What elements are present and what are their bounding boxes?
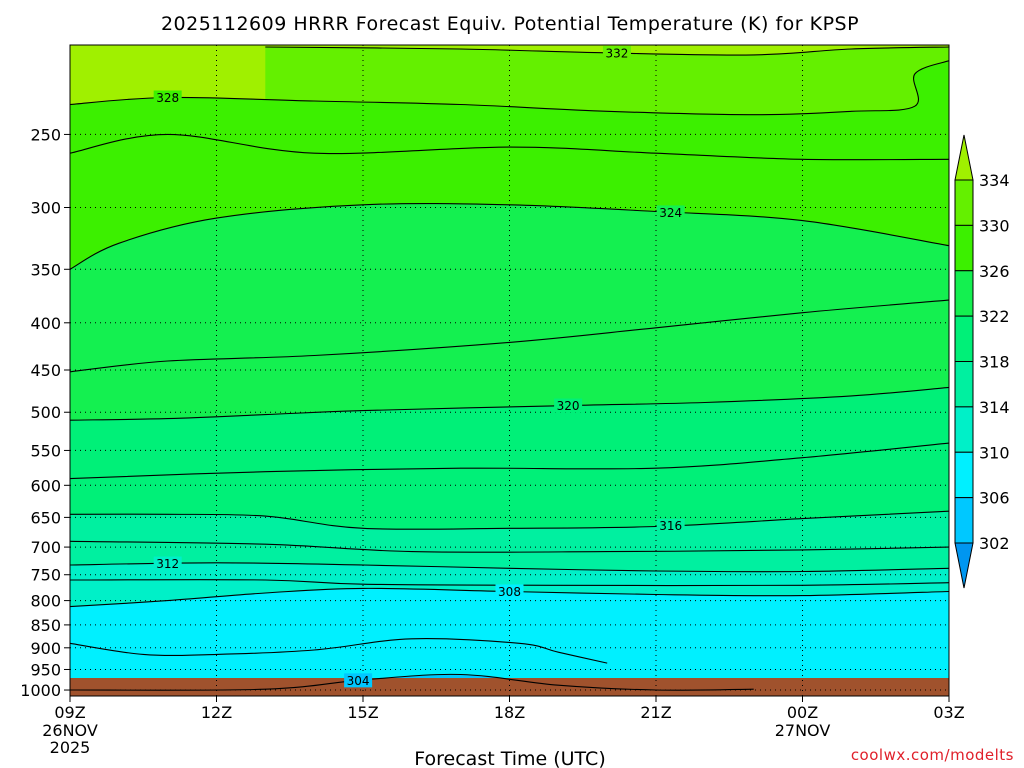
y-tick-label: 600 xyxy=(30,476,61,495)
contour-label-bg xyxy=(656,518,685,533)
contour-lines: 304 308 312 316 320 324 328 332 xyxy=(70,46,949,691)
contour-line-304 xyxy=(70,673,754,691)
y-tick-label: 900 xyxy=(30,639,61,658)
y-tick-label: 400 xyxy=(30,314,61,333)
contour-label: 328 xyxy=(156,91,179,105)
colorbar-tick-label: 330 xyxy=(979,216,1010,235)
colorbar-box xyxy=(954,224,974,272)
contour-line xyxy=(70,540,949,553)
contour-line-332 xyxy=(265,46,949,56)
colorbar: 334 330 326 322 318 314 310 306 302 xyxy=(954,134,1010,589)
x-tick-label: 18Z xyxy=(494,703,525,722)
colorbar-box xyxy=(954,315,974,362)
contour-line-312 xyxy=(70,562,949,573)
contour-line xyxy=(70,579,949,587)
colorbar-tick-label: 306 xyxy=(979,489,1010,508)
contour-label: 316 xyxy=(659,519,682,533)
colorbar-tick-label: 318 xyxy=(979,353,1010,372)
colorbar-box xyxy=(954,406,974,453)
colorbar-max-triangle xyxy=(954,134,974,181)
x-tick-label: 15Z xyxy=(347,703,378,722)
contour-label: 332 xyxy=(605,47,628,61)
x-tick-label: 00Z xyxy=(787,703,818,722)
contour-label-bg xyxy=(602,46,631,61)
y-tick-label: 300 xyxy=(30,199,61,218)
x-tick-label: 21Z xyxy=(640,703,671,722)
y-tick-label: 1000 xyxy=(20,681,61,700)
y-tick-label: 500 xyxy=(30,403,61,422)
colorbar-tick-label: 322 xyxy=(979,307,1010,326)
colorbar-box xyxy=(954,270,974,317)
y-tick-label: 850 xyxy=(30,616,61,635)
contour-label: 312 xyxy=(156,557,179,571)
colorbar-tick-label: 310 xyxy=(979,443,1010,462)
contour-label-bg xyxy=(344,673,373,688)
contour-label-bg xyxy=(153,556,182,571)
colorbar-tick-label: 314 xyxy=(979,398,1010,417)
contour-line-320 xyxy=(70,386,949,421)
colorbar-box xyxy=(954,179,974,226)
contour-line xyxy=(70,299,949,373)
y-tick-label: 350 xyxy=(30,260,61,279)
color-bands xyxy=(70,45,949,696)
contour-line-308 xyxy=(70,587,949,608)
colorbar-box xyxy=(954,361,974,408)
contour-line-324 xyxy=(70,202,949,270)
contour-label: 324 xyxy=(659,206,682,220)
y-tick-label: 450 xyxy=(30,361,61,380)
colorbar-tick-label: 302 xyxy=(979,534,1010,553)
x-date-label: 27NOV xyxy=(775,721,831,740)
y-tick-label: 650 xyxy=(30,508,61,527)
x-axis-label: Forecast Time (UTC) xyxy=(414,748,605,768)
y-tick-label: 800 xyxy=(30,592,61,611)
terrain-ground xyxy=(70,678,949,696)
contour-label-bg xyxy=(153,90,182,105)
colorbar-box xyxy=(954,451,974,499)
contour-line-328 xyxy=(70,60,949,116)
contour-label: 304 xyxy=(347,674,370,688)
contour-line xyxy=(70,638,608,664)
contour-label: 308 xyxy=(498,585,521,599)
colorbar-box xyxy=(954,497,974,544)
y-axis: 250 300 350 400 450 500 550 600 650 700 750 800 850 9… xyxy=(20,125,70,700)
colorbar-min-triangle xyxy=(954,542,974,589)
contour-label-bg xyxy=(495,584,524,599)
contour-line xyxy=(70,133,949,161)
contour-line-316 xyxy=(70,510,949,530)
x-date-label: 2025 xyxy=(50,738,91,757)
contour-label-bg xyxy=(656,205,685,220)
y-tick-label: 700 xyxy=(30,538,61,557)
contour-label-bg xyxy=(554,398,583,413)
contour-line xyxy=(70,442,949,480)
y-tick-label: 550 xyxy=(30,441,61,460)
chart-title: 2025112609 HRRR Forecast Equiv. Potentia… xyxy=(161,13,859,35)
y-tick-label: 750 xyxy=(30,566,61,585)
y-tick-label: 250 xyxy=(30,125,61,144)
x-tick-label: 12Z xyxy=(201,703,232,722)
credit-text[interactable]: coolwx.com/modelts xyxy=(851,746,1014,764)
x-tick-label: 03Z xyxy=(933,703,964,722)
colorbar-tick-label: 326 xyxy=(979,262,1010,281)
x-date-label: 26NOV xyxy=(42,721,98,740)
x-tick-label: 09Z xyxy=(54,703,85,722)
colorbar-tick-label: 334 xyxy=(979,171,1010,190)
y-tick-label: 950 xyxy=(30,660,61,679)
contour-label: 320 xyxy=(557,399,580,413)
